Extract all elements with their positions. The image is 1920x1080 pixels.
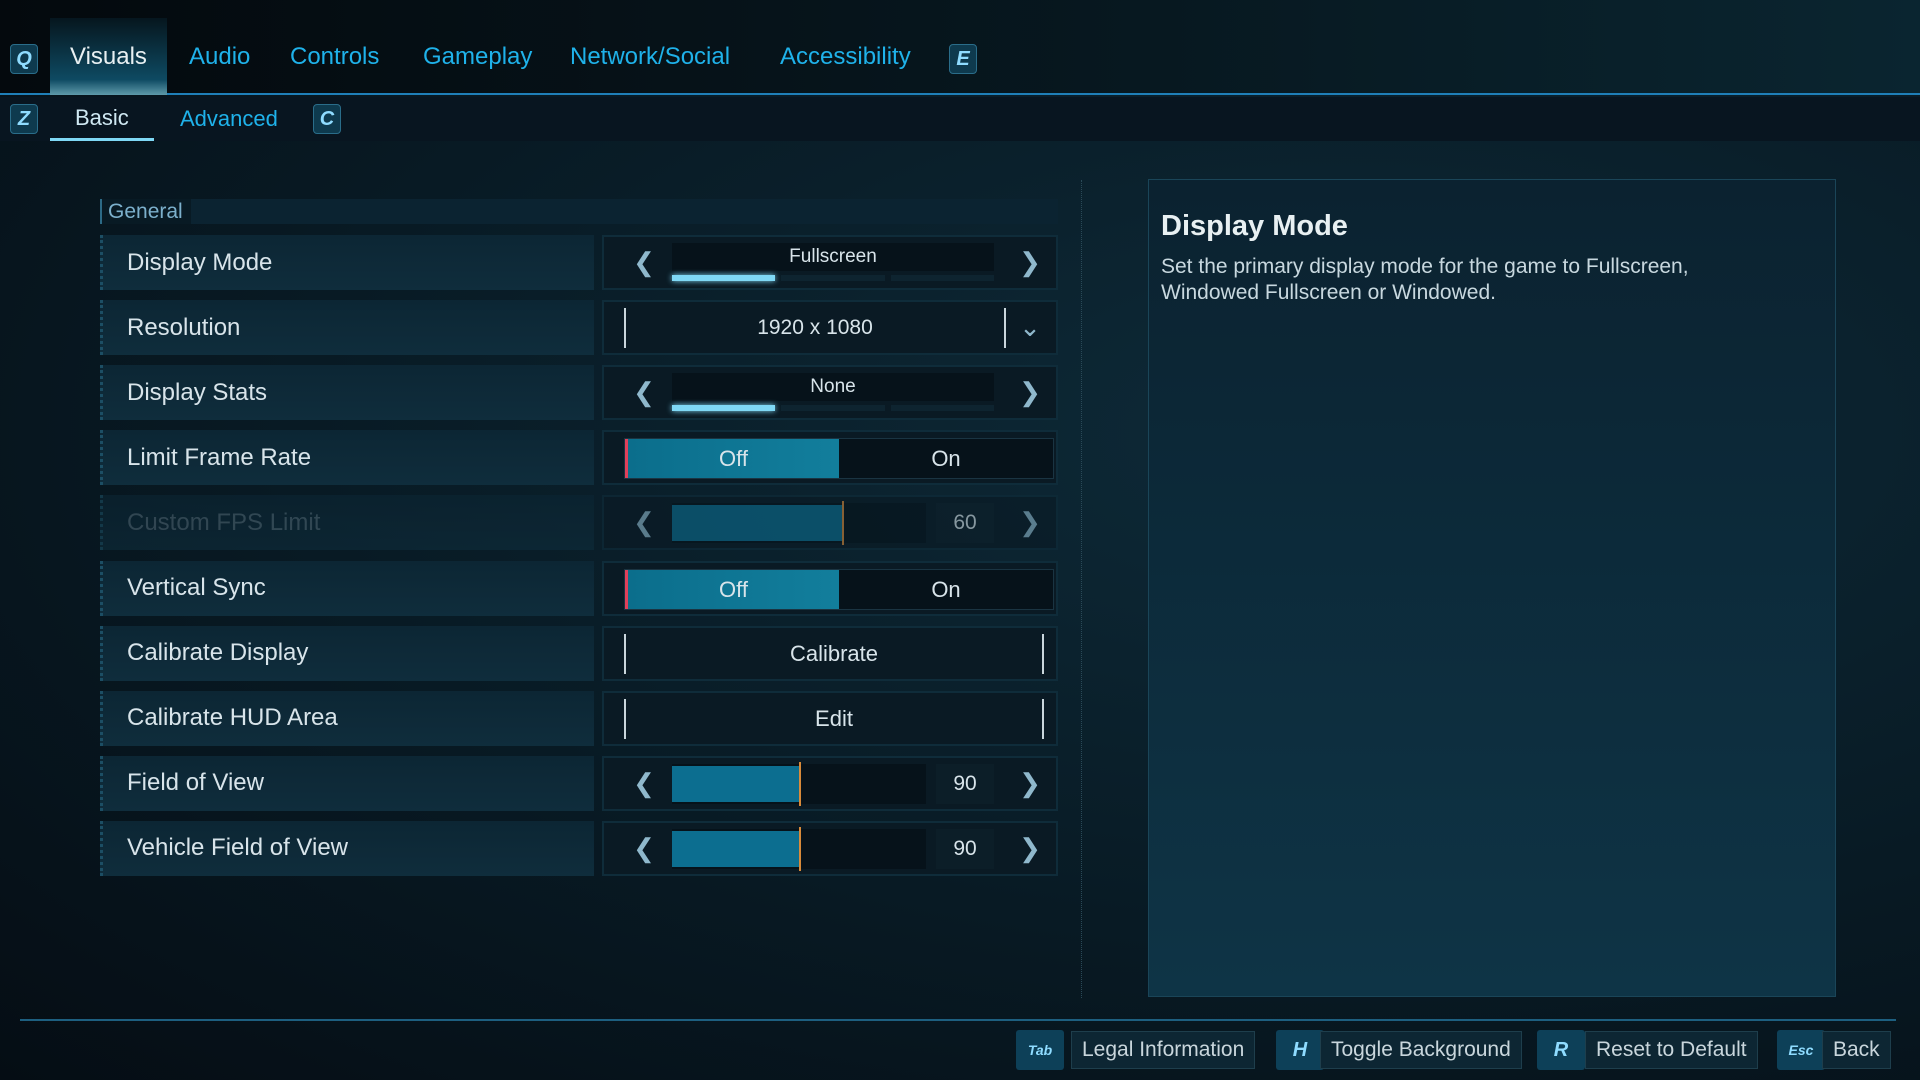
arrow-right-icon[interactable]: ❯ [1019, 767, 1041, 798]
setting-control: ❮ 60 ❯ [602, 495, 1058, 551]
slider-track[interactable] [672, 501, 926, 546]
toggle-on-option[interactable]: On [931, 576, 961, 602]
option-pip [672, 275, 776, 281]
setting-row-resolution[interactable]: Resolution 1920 x 1080 ⌄ [100, 300, 1058, 356]
arrow-left-icon[interactable]: ❮ [633, 507, 655, 538]
toggle-off-option[interactable]: Off [625, 439, 839, 479]
footer-button-toggle-background[interactable]: Toggle Background [1320, 1031, 1522, 1069]
tab-controls[interactable]: Controls [290, 42, 380, 70]
cycler-value: None [672, 373, 994, 402]
option-indicator [672, 405, 994, 412]
setting-row-vehicle-field-of-view[interactable]: Vehicle Field of View ❮ 90 ❯ [100, 820, 1058, 876]
arrow-right-icon[interactable]: ❯ [1019, 832, 1041, 863]
setting-control[interactable]: ❮ 90 ❯ [602, 755, 1058, 811]
setting-control[interactable]: Off On [602, 430, 1058, 486]
toggle-switch[interactable]: Off On [624, 438, 1054, 480]
setting-label: Vehicle Field of View [100, 820, 594, 876]
key-tab[interactable]: Tab [1016, 1030, 1064, 1070]
slider-fill [672, 765, 799, 802]
arrow-left-icon[interactable]: ❮ [633, 377, 655, 408]
setting-row-calibrate-hud-area[interactable]: Calibrate HUD Area Edit [100, 690, 1058, 746]
option-indicator [672, 275, 994, 281]
option-pip [781, 275, 885, 281]
setting-row-limit-frame-rate[interactable]: Limit Frame Rate Off On [100, 430, 1058, 486]
arrow-left-icon[interactable]: ❮ [633, 767, 655, 798]
setting-label: Limit Frame Rate [100, 430, 594, 486]
divider [1081, 180, 1083, 998]
setting-label: Display Stats [100, 365, 594, 421]
slider-track[interactable] [672, 826, 926, 871]
setting-control[interactable]: Calibrate [602, 625, 1058, 681]
key-esc[interactable]: Esc [1777, 1030, 1825, 1070]
arrow-right-icon[interactable]: ❯ [1019, 377, 1041, 408]
setting-label: Vertical Sync [100, 560, 594, 616]
setting-control[interactable]: ❮ None ❯ [602, 365, 1058, 421]
setting-row-vertical-sync[interactable]: Vertical Sync Off On [100, 560, 1058, 616]
next-subtab-key[interactable]: C [313, 104, 341, 134]
setting-control[interactable]: Off On [602, 560, 1058, 616]
cycler-value: Fullscreen [672, 243, 994, 271]
description-panel: Display Mode Set the primary display mod… [1148, 179, 1836, 997]
description-text: Set the primary display mode for the gam… [1161, 255, 1689, 304]
setting-row-display-stats[interactable]: Display Stats ❮ None ❯ [100, 365, 1058, 421]
option-pip [781, 405, 885, 412]
subtab-basic[interactable]: Basic [50, 97, 154, 141]
option-pip [890, 405, 994, 412]
option-pip [890, 275, 994, 281]
arrow-right-icon[interactable]: ❯ [1019, 247, 1041, 277]
subtab-advanced[interactable]: Advanced [180, 106, 278, 131]
toggle-off-option[interactable]: Off [625, 569, 839, 609]
action-button[interactable]: Calibrate [624, 633, 1044, 674]
setting-row-field-of-view[interactable]: Field of View ❮ 90 ❯ [100, 755, 1058, 811]
slider-handle[interactable] [799, 761, 801, 806]
setting-label: Calibrate Display [100, 625, 594, 681]
tab-audio[interactable]: Audio [189, 42, 251, 70]
description-title: Display Mode [1161, 210, 1348, 242]
setting-control[interactable]: ❮ Fullscreen ❯ [602, 235, 1058, 290]
footer-button-reset-to-default[interactable]: Reset to Default [1585, 1031, 1758, 1069]
slider-value: 60 [936, 503, 994, 544]
footer-divider [20, 1019, 1896, 1021]
option-pip [672, 405, 776, 412]
arrow-left-icon[interactable]: ❮ [633, 832, 655, 863]
key-h[interactable]: H [1276, 1030, 1324, 1070]
footer-button-legal-information[interactable]: Legal Information [1071, 1031, 1256, 1069]
slider-handle[interactable] [842, 501, 845, 546]
setting-row-custom-fps-limit[interactable]: Custom FPS Limit ❮ 60 ❯ [100, 495, 1058, 551]
footer-button-back[interactable]: Back [1822, 1031, 1891, 1069]
slider-value: 90 [936, 763, 994, 804]
prev-tab-key[interactable]: Q [10, 44, 38, 74]
setting-row-calibrate-display[interactable]: Calibrate Display Calibrate [100, 625, 1058, 681]
setting-label: Calibrate HUD Area [100, 690, 594, 746]
next-tab-key[interactable]: E [949, 44, 977, 74]
dropdown-value[interactable]: 1920 x 1080 [624, 308, 1006, 349]
chevron-down-icon[interactable]: ⌄ [1019, 312, 1041, 343]
slider-fill [672, 830, 799, 867]
tab-accessibility[interactable]: Accessibility [780, 42, 911, 70]
toggle-switch[interactable]: Off On [624, 568, 1054, 610]
slider-track[interactable] [672, 761, 926, 806]
tab-network-social[interactable]: Network/Social [570, 42, 731, 70]
tab-visuals[interactable]: Visuals [50, 18, 167, 95]
toggle-on-option[interactable]: On [931, 446, 961, 472]
action-button[interactable]: Edit [624, 698, 1044, 739]
setting-control[interactable]: 1920 x 1080 ⌄ [602, 300, 1058, 356]
tab-gameplay[interactable]: Gameplay [423, 42, 533, 70]
setting-label: Resolution [100, 300, 594, 356]
setting-row-display-mode[interactable]: Display Mode ❮ Fullscreen ❯ [100, 235, 1058, 290]
setting-label: Custom FPS Limit [100, 495, 594, 551]
setting-control[interactable]: Edit [602, 690, 1058, 746]
slider-fill [672, 505, 843, 542]
arrow-right-icon[interactable]: ❯ [1019, 507, 1041, 538]
prev-subtab-key[interactable]: Z [10, 104, 38, 134]
setting-control[interactable]: ❮ 90 ❯ [602, 820, 1058, 876]
key-r[interactable]: R [1537, 1030, 1585, 1070]
slider-handle[interactable] [799, 826, 801, 871]
arrow-left-icon[interactable]: ❮ [633, 247, 655, 277]
section-header-general: General [100, 199, 1058, 224]
setting-label: Field of View [100, 755, 594, 811]
setting-label: Display Mode [100, 235, 594, 290]
slider-value: 90 [936, 828, 994, 869]
